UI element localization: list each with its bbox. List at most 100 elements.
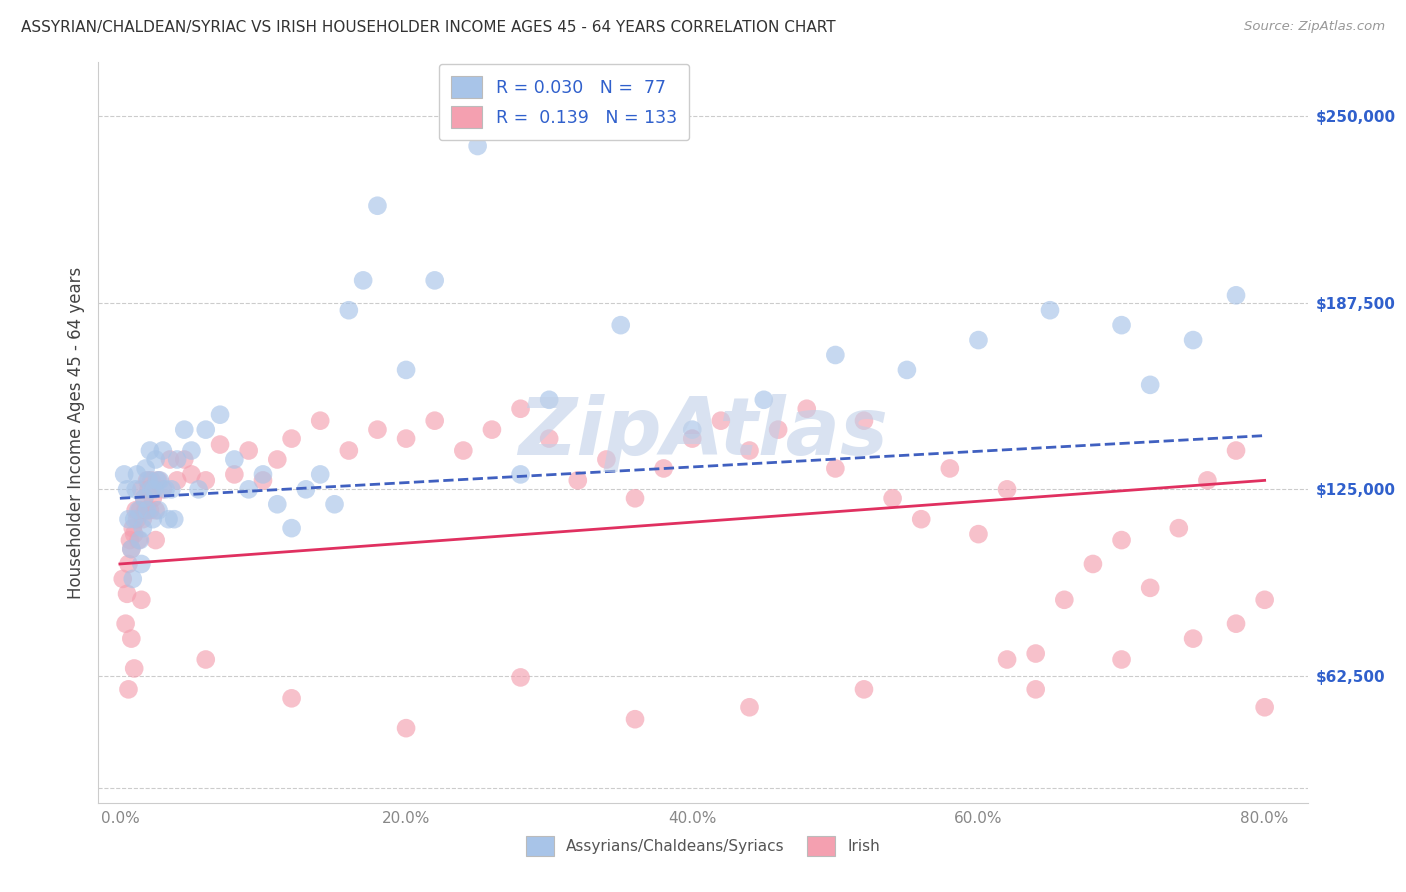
Point (1025, 682, 1047, 697)
Point (138, 474, 160, 488)
Point (124, 483, 146, 497)
Point (852, 682, 875, 697)
Point (117, 557, 139, 571)
Point (135, 461, 157, 475)
Point (266, 497, 288, 511)
Point (967, 527, 990, 541)
Point (252, 474, 274, 488)
Point (509, 401, 531, 416)
Point (1182, 632, 1205, 646)
Point (1111, 318, 1133, 333)
Legend: Assyrians/Chaldeans/Syriacs, Irish: Assyrians/Chaldeans/Syriacs, Irish (520, 830, 886, 862)
Point (115, 587, 138, 601)
Point (395, 363, 418, 377)
Point (595, 452, 617, 467)
Point (127, 533, 149, 547)
Point (337, 303, 360, 318)
Point (238, 483, 260, 497)
Point (152, 483, 174, 497)
Point (122, 661, 145, 675)
Point (209, 408, 232, 422)
Point (366, 423, 388, 437)
Point (1253, 592, 1275, 607)
Point (238, 443, 260, 458)
Point (120, 542, 142, 557)
Point (681, 432, 703, 446)
Text: ZipAtlas: ZipAtlas (517, 393, 889, 472)
Point (146, 474, 169, 488)
Point (122, 527, 145, 541)
Point (121, 521, 143, 535)
Point (157, 512, 180, 526)
Point (152, 443, 174, 458)
Point (149, 474, 172, 488)
Point (209, 437, 232, 451)
Text: Source: ZipAtlas.com: Source: ZipAtlas.com (1244, 20, 1385, 33)
Point (1197, 474, 1219, 488)
Point (280, 432, 302, 446)
Point (194, 652, 217, 666)
Point (538, 392, 561, 407)
Point (159, 452, 181, 467)
Point (135, 503, 157, 517)
Point (145, 533, 167, 547)
Point (766, 423, 789, 437)
Point (148, 474, 170, 488)
Point (538, 432, 561, 446)
Point (1182, 333, 1205, 347)
Point (180, 443, 202, 458)
Point (509, 670, 531, 684)
Point (824, 348, 846, 362)
Point (141, 483, 163, 497)
Point (139, 503, 162, 517)
Point (125, 467, 148, 482)
Point (1139, 581, 1161, 595)
Point (266, 452, 288, 467)
Point (509, 467, 531, 482)
Point (252, 467, 274, 482)
Point (127, 503, 149, 517)
Point (967, 333, 990, 347)
Point (896, 363, 918, 377)
Point (122, 512, 145, 526)
Point (142, 491, 165, 506)
Point (132, 512, 155, 526)
Point (138, 483, 160, 497)
Point (155, 483, 177, 497)
Point (141, 474, 163, 488)
Point (481, 423, 503, 437)
Point (125, 512, 148, 526)
Point (129, 533, 152, 547)
Point (117, 512, 139, 526)
Point (129, 503, 152, 517)
Point (995, 483, 1018, 497)
Point (752, 392, 775, 407)
Point (681, 423, 703, 437)
Point (910, 512, 932, 526)
Point (120, 542, 142, 557)
Point (121, 572, 143, 586)
Point (1039, 303, 1062, 318)
Point (1225, 443, 1247, 458)
Point (738, 443, 761, 458)
Point (145, 452, 167, 467)
Point (309, 414, 332, 428)
Point (352, 273, 374, 287)
Point (180, 467, 202, 482)
Point (1139, 377, 1161, 392)
Text: ASSYRIAN/CHALDEAN/SYRIAC VS IRISH HOUSEHOLDER INCOME AGES 45 - 64 YEARS CORRELAT: ASSYRIAN/CHALDEAN/SYRIAC VS IRISH HOUSEH… (21, 20, 835, 35)
Point (115, 483, 138, 497)
Point (131, 592, 153, 607)
Point (609, 318, 631, 333)
Point (111, 572, 134, 586)
Point (131, 557, 153, 571)
Point (120, 632, 142, 646)
Point (136, 503, 159, 517)
Point (148, 503, 170, 517)
Point (166, 452, 188, 467)
Point (624, 491, 647, 506)
Point (224, 467, 246, 482)
Point (1111, 652, 1133, 666)
Point (824, 461, 846, 475)
Point (134, 491, 156, 506)
